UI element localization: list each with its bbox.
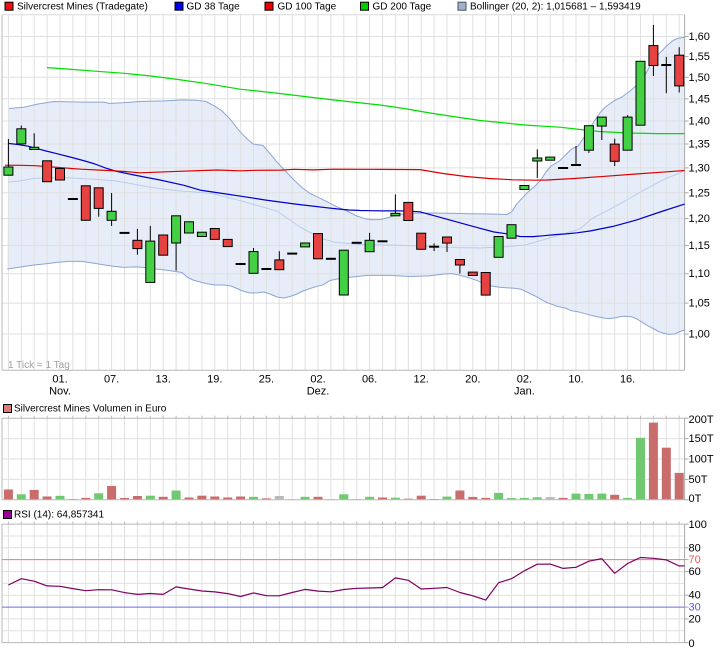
svg-text:1,40: 1,40 bbox=[689, 116, 710, 128]
svg-text:1,35: 1,35 bbox=[689, 139, 710, 151]
svg-text:Jan.: Jan. bbox=[514, 386, 535, 398]
svg-text:20.: 20. bbox=[465, 374, 480, 386]
svg-text:10.: 10. bbox=[568, 374, 583, 386]
svg-text:Dez.: Dez. bbox=[307, 386, 330, 398]
svg-text:1,60: 1,60 bbox=[689, 31, 710, 43]
svg-text:1,05: 1,05 bbox=[689, 298, 710, 310]
svg-text:1,10: 1,10 bbox=[689, 268, 710, 280]
svg-text:1,55: 1,55 bbox=[689, 51, 710, 63]
svg-text:0: 0 bbox=[689, 638, 695, 650]
svg-text:40: 40 bbox=[689, 590, 701, 602]
svg-text:0T: 0T bbox=[689, 493, 702, 505]
svg-text:06.: 06. bbox=[362, 374, 377, 386]
svg-text:25.: 25. bbox=[259, 374, 274, 386]
svg-text:02.: 02. bbox=[517, 374, 532, 386]
svg-text:100: 100 bbox=[689, 519, 707, 531]
svg-text:01.: 01. bbox=[52, 374, 67, 386]
svg-text:RSI (14): 64,857341: RSI (14): 64,857341 bbox=[14, 510, 104, 521]
svg-text:150T: 150T bbox=[689, 433, 714, 445]
svg-text:Silvercrest Mines (Tradegate): Silvercrest Mines (Tradegate) bbox=[17, 2, 148, 13]
svg-text:1,15: 1,15 bbox=[689, 240, 710, 252]
svg-text:Silvercrest Mines Volumen in E: Silvercrest Mines Volumen in Euro bbox=[14, 404, 167, 415]
svg-text:60: 60 bbox=[689, 566, 701, 578]
svg-text:70: 70 bbox=[689, 554, 701, 566]
svg-text:30: 30 bbox=[689, 602, 701, 614]
svg-text:07.: 07. bbox=[104, 374, 119, 386]
svg-text:Bollinger (20, 2): 1,015681 –: Bollinger (20, 2): 1,015681 – 1,593419 bbox=[470, 2, 641, 13]
svg-text:19.: 19. bbox=[207, 374, 222, 386]
svg-text:200T: 200T bbox=[689, 414, 714, 426]
svg-text:1,00: 1,00 bbox=[689, 329, 710, 341]
svg-text:GD 38 Tage: GD 38 Tage bbox=[187, 2, 241, 13]
svg-text:Nov.: Nov. bbox=[49, 386, 71, 398]
svg-text:1,25: 1,25 bbox=[689, 187, 710, 199]
svg-text:GD 100 Tage: GD 100 Tage bbox=[278, 2, 337, 13]
svg-text:1,50: 1,50 bbox=[689, 72, 710, 84]
svg-text:12.: 12. bbox=[414, 374, 429, 386]
svg-text:50T: 50T bbox=[689, 474, 708, 486]
svg-text:02.: 02. bbox=[310, 374, 325, 386]
svg-text:1,30: 1,30 bbox=[689, 162, 710, 174]
svg-text:13.: 13. bbox=[156, 374, 171, 386]
svg-text:1,20: 1,20 bbox=[689, 213, 710, 225]
svg-text:1 Tick = 1 Tag: 1 Tick = 1 Tag bbox=[8, 360, 70, 371]
svg-text:80: 80 bbox=[689, 542, 701, 554]
svg-text:1,45: 1,45 bbox=[689, 93, 710, 105]
svg-text:GD 200 Tage: GD 200 Tage bbox=[373, 2, 432, 13]
svg-text:16.: 16. bbox=[620, 374, 635, 386]
svg-text:20: 20 bbox=[689, 613, 701, 625]
svg-text:100T: 100T bbox=[689, 454, 714, 466]
